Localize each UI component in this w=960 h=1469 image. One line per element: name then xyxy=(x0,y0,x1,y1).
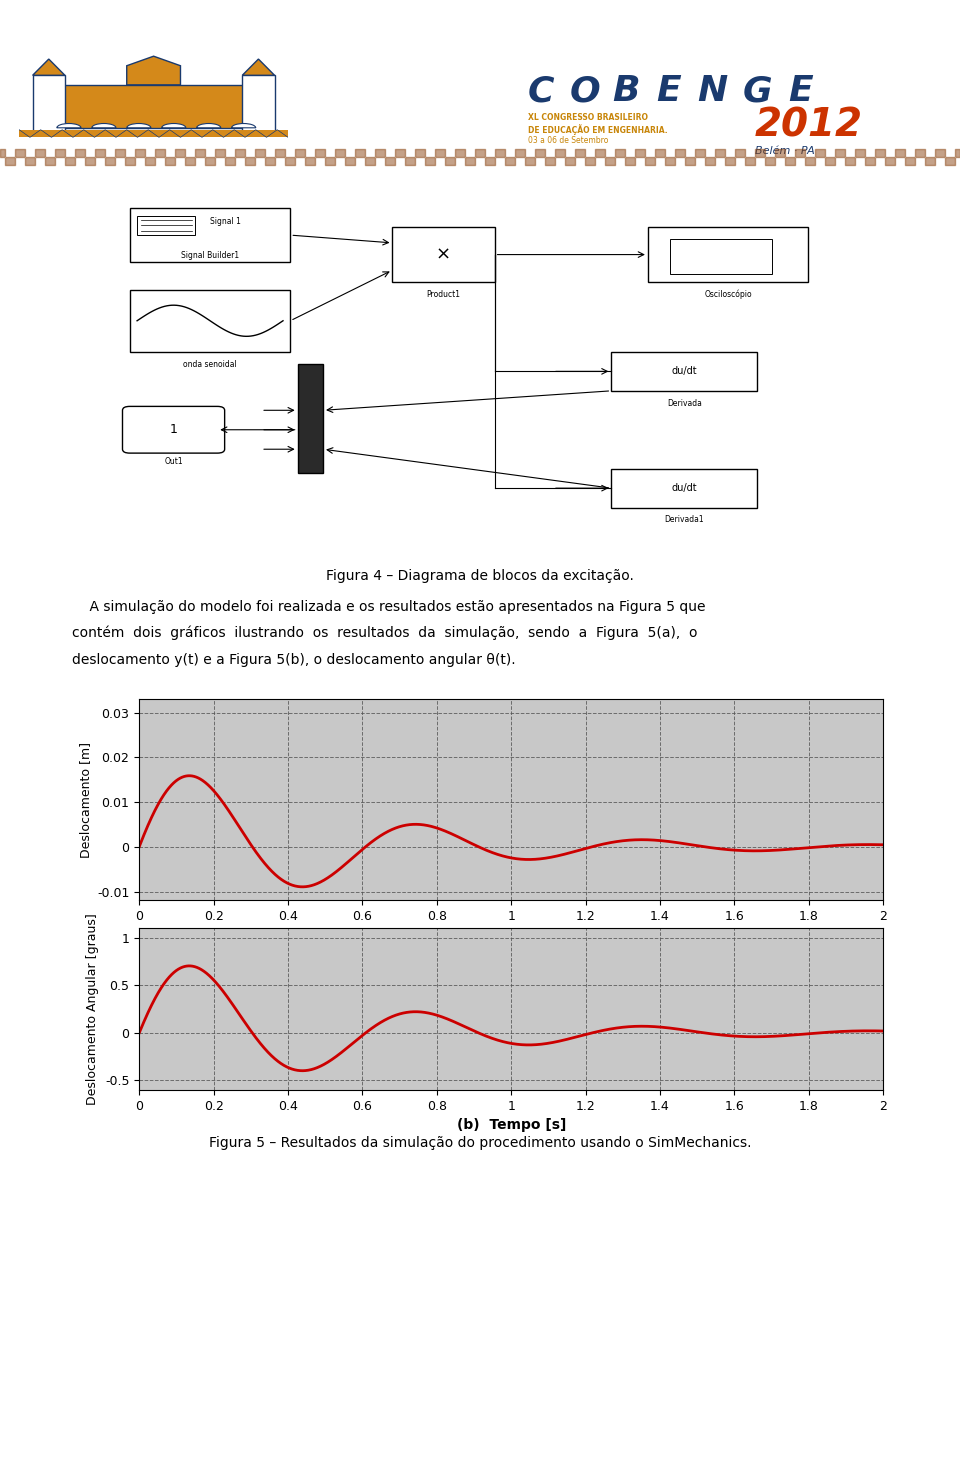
Text: Derivada1: Derivada1 xyxy=(664,516,704,524)
Wedge shape xyxy=(161,123,186,128)
Wedge shape xyxy=(231,123,255,128)
Text: 2012: 2012 xyxy=(755,107,863,144)
Text: O: O xyxy=(569,75,600,109)
Text: C: C xyxy=(528,75,555,109)
Bar xyxy=(19,129,288,137)
FancyBboxPatch shape xyxy=(130,289,290,353)
Polygon shape xyxy=(242,59,275,75)
Text: Figura 4 – Diagrama de blocos da excitação.: Figura 4 – Diagrama de blocos da excitaç… xyxy=(326,569,634,583)
Text: du/dt: du/dt xyxy=(671,483,697,494)
Polygon shape xyxy=(127,56,180,85)
FancyBboxPatch shape xyxy=(393,228,494,282)
FancyBboxPatch shape xyxy=(612,469,757,508)
Text: ×: × xyxy=(436,245,451,263)
Text: Belém · PA: Belém · PA xyxy=(755,145,815,156)
Text: du/dt: du/dt xyxy=(671,366,697,376)
Wedge shape xyxy=(127,123,151,128)
FancyBboxPatch shape xyxy=(137,216,196,235)
Text: Product1: Product1 xyxy=(426,289,461,298)
Wedge shape xyxy=(197,123,221,128)
FancyBboxPatch shape xyxy=(648,228,808,282)
FancyBboxPatch shape xyxy=(298,363,324,473)
Y-axis label: Deslocamento Angular [graus]: Deslocamento Angular [graus] xyxy=(86,914,100,1105)
Text: Out1: Out1 xyxy=(164,457,183,466)
Text: G: G xyxy=(743,75,772,109)
Text: Signal Builder1: Signal Builder1 xyxy=(181,251,239,260)
Text: N: N xyxy=(697,75,728,109)
Text: E: E xyxy=(656,75,681,109)
Text: XL CONGRESSO BRASILEIRO: XL CONGRESSO BRASILEIRO xyxy=(528,113,648,122)
Text: DE EDUCAÇÃO EM ENGENHARIA.: DE EDUCAÇÃO EM ENGENHARIA. xyxy=(528,123,667,135)
FancyBboxPatch shape xyxy=(670,239,772,275)
Y-axis label: Deslocamento [m]: Deslocamento [m] xyxy=(79,742,91,858)
Bar xyxy=(242,75,275,132)
Polygon shape xyxy=(33,59,65,75)
X-axis label: (b)  Tempo [s]: (b) Tempo [s] xyxy=(457,1118,565,1133)
Text: E: E xyxy=(788,75,813,109)
FancyBboxPatch shape xyxy=(612,353,757,391)
Bar xyxy=(46,85,261,128)
Text: A simulação do modelo foi realizada e os resultados estão apresentados na Figura: A simulação do modelo foi realizada e os… xyxy=(72,599,706,614)
Text: Signal 1: Signal 1 xyxy=(210,217,241,226)
FancyBboxPatch shape xyxy=(123,407,225,452)
Wedge shape xyxy=(92,123,116,128)
Text: Osciloscópio: Osciloscópio xyxy=(705,289,752,300)
X-axis label: (a)  Tempo [s]: (a) Tempo [s] xyxy=(457,928,565,943)
Wedge shape xyxy=(57,123,81,128)
Bar xyxy=(33,75,65,132)
Text: contém  dois  gráficos  ilustrando  os  resultados  da  simulação,  sendo  a  Fi: contém dois gráficos ilustrando os resul… xyxy=(72,626,698,640)
Text: deslocamento y(t) e a Figura 5(b), o deslocamento angular θ(t).: deslocamento y(t) e a Figura 5(b), o des… xyxy=(72,652,516,667)
FancyBboxPatch shape xyxy=(130,207,290,263)
Text: Derivada: Derivada xyxy=(667,398,702,407)
Text: Figura 5 – Resultados da simulação do procedimento usando o SimMechanics.: Figura 5 – Resultados da simulação do pr… xyxy=(208,1136,752,1150)
Text: 03 a 06 de Setembro: 03 a 06 de Setembro xyxy=(528,137,609,145)
Text: B: B xyxy=(612,75,640,109)
Text: onda senoidal: onda senoidal xyxy=(183,360,237,369)
Text: 1: 1 xyxy=(170,423,178,436)
